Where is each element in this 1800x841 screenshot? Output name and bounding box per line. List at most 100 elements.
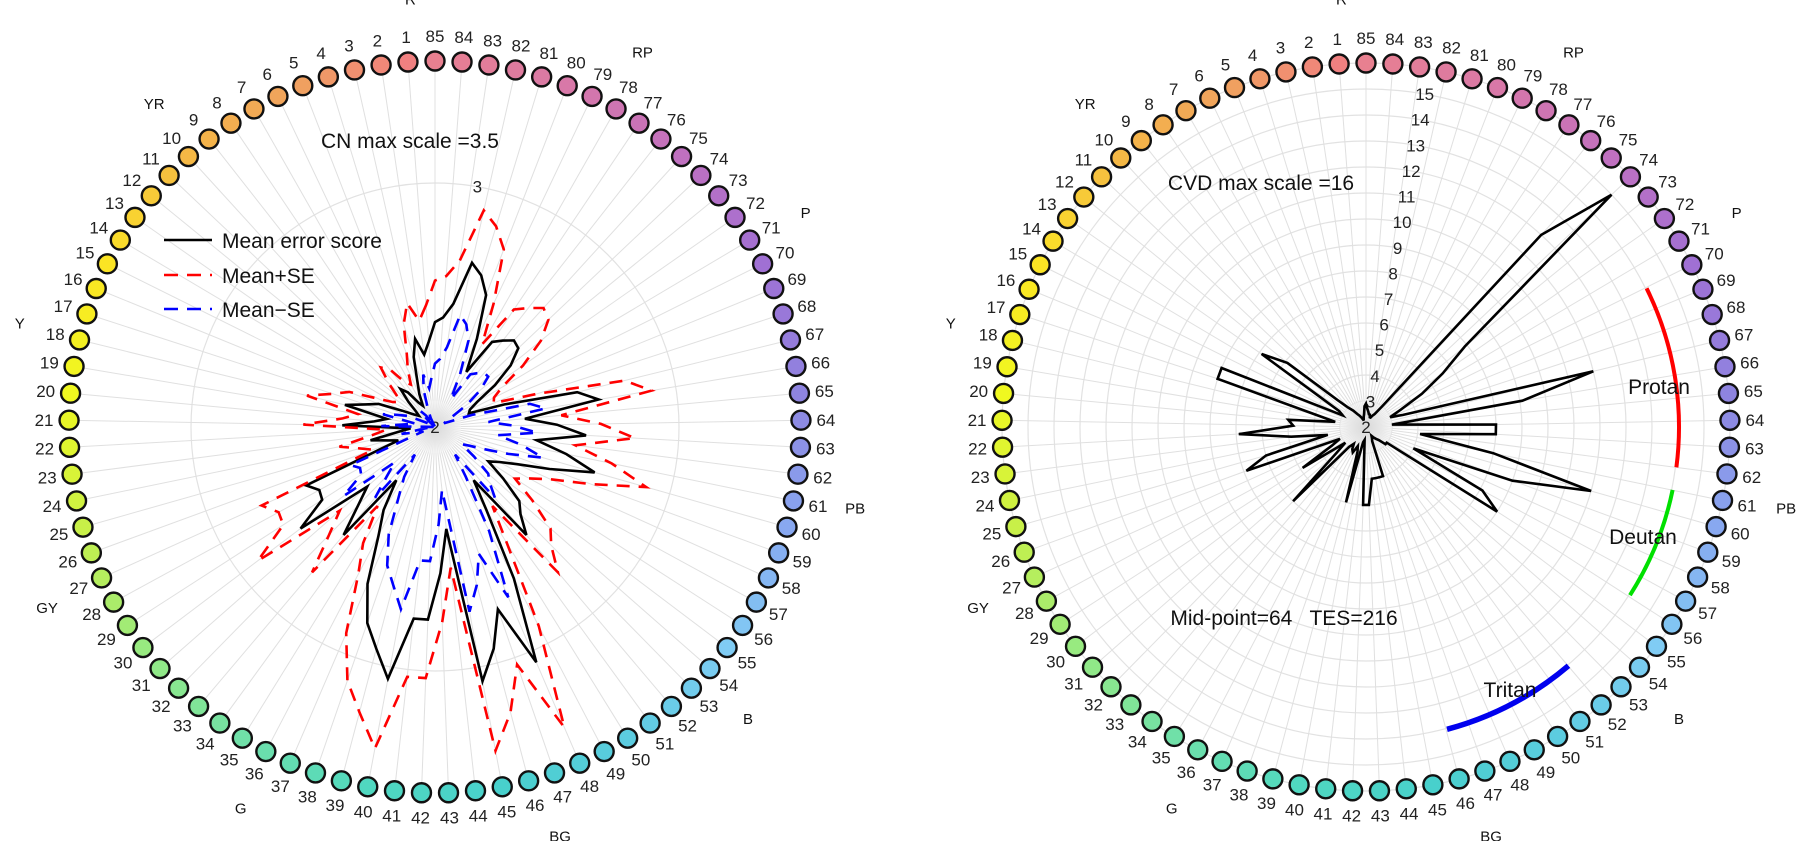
cap-58 bbox=[757, 567, 780, 589]
grid-spoke bbox=[434, 426, 799, 475]
cap-72 bbox=[724, 206, 746, 229]
cap-number-label: 81 bbox=[539, 44, 558, 63]
cap-number-label: 56 bbox=[754, 630, 773, 649]
grid-spoke bbox=[434, 419, 801, 428]
cap-18 bbox=[68, 329, 91, 351]
grid-spoke bbox=[1140, 140, 1367, 428]
cap-70 bbox=[1681, 254, 1703, 276]
cap-26 bbox=[80, 542, 103, 564]
grid-spoke bbox=[1365, 426, 1723, 501]
cap-56 bbox=[1661, 613, 1683, 636]
cap-number-label: 51 bbox=[1585, 733, 1604, 752]
hue-label-rp: RP bbox=[632, 45, 653, 62]
cap-number-label: 20 bbox=[969, 382, 988, 401]
cap-5 bbox=[292, 75, 314, 97]
cap-number-label: 22 bbox=[35, 440, 54, 459]
cap-number-label: 7 bbox=[237, 78, 246, 97]
cap-8 bbox=[220, 112, 242, 134]
cap-85 bbox=[424, 50, 446, 72]
cap-68 bbox=[772, 303, 794, 325]
cap-14 bbox=[109, 229, 132, 251]
cap-36 bbox=[1187, 739, 1209, 761]
cap-1 bbox=[1328, 53, 1350, 75]
cap-number-label: 27 bbox=[69, 579, 88, 598]
cap-54 bbox=[1628, 656, 1651, 678]
cap-69 bbox=[763, 277, 785, 300]
cn-radial-plot: 2312345678910111213141516171819202122232… bbox=[15, 0, 865, 841]
grid-spoke bbox=[107, 263, 436, 428]
cap-66 bbox=[1714, 356, 1736, 378]
cap-number-label: 6 bbox=[262, 65, 271, 84]
cap-49 bbox=[593, 740, 615, 763]
cap-number-label: 43 bbox=[1371, 807, 1390, 826]
cap-number-label: 21 bbox=[968, 411, 987, 430]
cap-number-label: 59 bbox=[1722, 552, 1741, 571]
hue-label-rp: RP bbox=[1563, 45, 1584, 62]
cap-number-label: 66 bbox=[811, 353, 830, 372]
cap-53 bbox=[1610, 676, 1632, 698]
cap-76 bbox=[650, 128, 672, 150]
cap-number-label: 58 bbox=[1711, 578, 1730, 597]
cap-65 bbox=[788, 382, 811, 404]
cap-14 bbox=[1042, 230, 1064, 252]
cap-number-label: 35 bbox=[1152, 749, 1171, 768]
cap-number-label: 14 bbox=[1022, 219, 1041, 238]
cap-56 bbox=[731, 614, 754, 637]
cap-80 bbox=[1486, 76, 1509, 99]
cvd-radial-plot: 2345678910111213141512345678910111213141… bbox=[946, 0, 1796, 841]
grid-spoke bbox=[86, 313, 436, 428]
cap-23 bbox=[994, 463, 1016, 485]
cap-16 bbox=[1018, 278, 1040, 300]
cap-1 bbox=[397, 51, 419, 73]
grid-spoke bbox=[253, 108, 436, 428]
cap-44 bbox=[464, 780, 487, 802]
grid-spoke bbox=[1365, 426, 1673, 625]
cap-number-label: 28 bbox=[1015, 604, 1034, 623]
cap-number-label: 2 bbox=[1304, 33, 1313, 52]
cap-number-label: 46 bbox=[526, 796, 545, 815]
cap-13 bbox=[1056, 207, 1079, 230]
cap-63 bbox=[789, 436, 812, 458]
grid-spoke bbox=[178, 426, 436, 689]
cap-21 bbox=[58, 409, 80, 431]
cap-52 bbox=[1590, 694, 1612, 716]
cap-78 bbox=[605, 98, 627, 120]
cap-84 bbox=[1382, 53, 1404, 75]
cap-number-label: 50 bbox=[631, 750, 650, 769]
radial-tick-label: 15 bbox=[1415, 85, 1434, 104]
deutan-label: Deutan bbox=[1609, 526, 1677, 549]
cap-number-label: 73 bbox=[729, 171, 748, 190]
cap-number-label: 5 bbox=[1221, 55, 1230, 74]
cap-number-label: 57 bbox=[769, 605, 788, 624]
radial-tick-label: 4 bbox=[1370, 367, 1379, 386]
cap-68 bbox=[1701, 303, 1723, 326]
cap-11 bbox=[158, 164, 180, 187]
cap-number-label: 12 bbox=[1055, 172, 1074, 191]
grid-spoke bbox=[302, 85, 436, 428]
cap-number-label: 19 bbox=[40, 353, 59, 372]
grid-spoke bbox=[1034, 426, 1367, 578]
cap-number-label: 82 bbox=[512, 37, 531, 56]
cap-number-label: 23 bbox=[971, 468, 990, 487]
cap-number-label: 44 bbox=[469, 807, 488, 826]
cap-number-label: 28 bbox=[82, 605, 101, 624]
cap-number-label: 41 bbox=[1313, 805, 1332, 824]
cap-9 bbox=[1130, 129, 1153, 152]
radial-tick-label: 14 bbox=[1411, 111, 1430, 130]
cap-64 bbox=[1719, 409, 1741, 431]
cap-2 bbox=[1301, 56, 1324, 78]
cap-number-label: 8 bbox=[212, 93, 221, 112]
cap-19 bbox=[996, 356, 1018, 378]
hue-label-r: R bbox=[1336, 0, 1347, 9]
grid-spoke bbox=[1325, 426, 1367, 789]
grid-spoke bbox=[434, 365, 797, 428]
cap-60 bbox=[776, 516, 798, 538]
cap-30 bbox=[1064, 635, 1087, 658]
cap-number-label: 37 bbox=[271, 777, 290, 796]
cap-50 bbox=[1546, 725, 1569, 748]
cap-number-label: 10 bbox=[162, 129, 181, 148]
cap-number-label: 7 bbox=[1169, 80, 1178, 99]
hue-label-y: Y bbox=[946, 315, 956, 332]
grid-spoke bbox=[1365, 87, 1498, 428]
cap-number-label: 13 bbox=[1038, 195, 1057, 214]
